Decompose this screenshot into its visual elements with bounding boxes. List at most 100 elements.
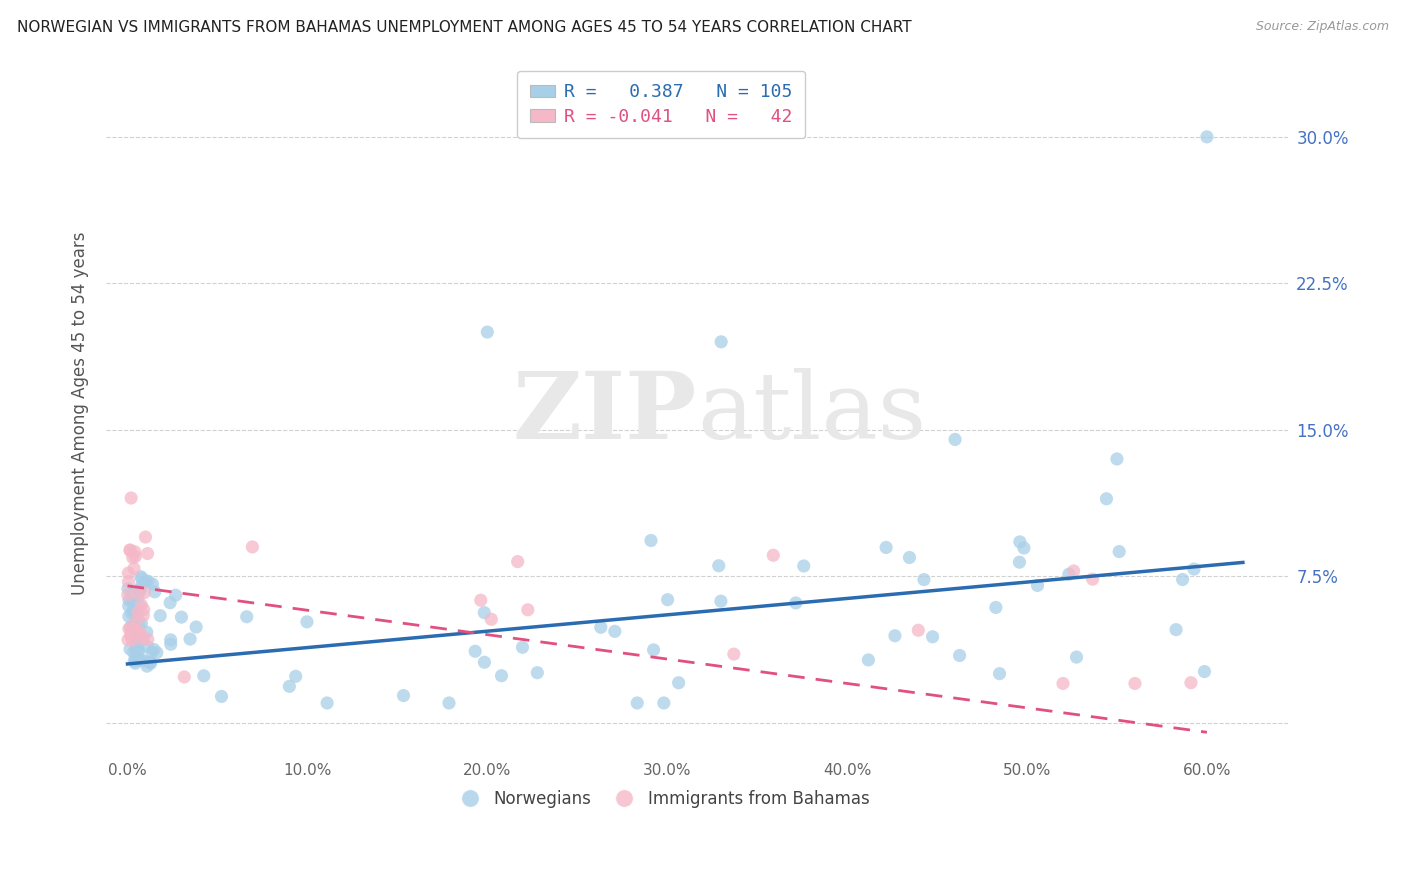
Point [124, 654, 146, 668]
Point [143, 584, 166, 599]
Point [125, 586, 148, 600]
Point [121, 633, 143, 648]
Point [132, 632, 155, 647]
Point [491, 669, 513, 683]
Point [136, 640, 159, 654]
Point [640, 533, 662, 548]
Point [474, 655, 496, 669]
Point [211, 690, 233, 704]
Point [858, 653, 880, 667]
Point [122, 622, 145, 636]
Legend: Norwegians, Immigrants from Bahamas: Norwegians, Immigrants from Bahamas [447, 783, 876, 814]
Point [129, 627, 152, 641]
Point [1063, 564, 1085, 578]
Point [1164, 623, 1187, 637]
Point [132, 608, 155, 623]
Point [477, 325, 499, 339]
Point [142, 642, 165, 657]
Point [129, 584, 152, 599]
Point [129, 580, 152, 594]
Point [127, 636, 149, 650]
Point [136, 547, 159, 561]
Point [127, 653, 149, 667]
Point [170, 610, 193, 624]
Point [124, 549, 146, 564]
Point [120, 642, 142, 657]
Point [135, 625, 157, 640]
Point [118, 622, 141, 636]
Point [136, 632, 159, 647]
Point [668, 675, 690, 690]
Point [125, 651, 148, 665]
Point [118, 542, 141, 557]
Point [652, 696, 675, 710]
Point [122, 645, 145, 659]
Point [506, 555, 529, 569]
Point [121, 593, 143, 607]
Point [179, 632, 201, 646]
Point [657, 592, 679, 607]
Point [392, 689, 415, 703]
Point [710, 334, 733, 349]
Point [124, 545, 146, 559]
Point [125, 586, 148, 600]
Point [516, 603, 538, 617]
Point [626, 696, 648, 710]
Point [132, 602, 155, 616]
Point [122, 561, 145, 575]
Point [1066, 650, 1088, 665]
Point [125, 624, 148, 639]
Point [128, 618, 150, 632]
Point [723, 647, 745, 661]
Point [122, 603, 145, 617]
Point [125, 637, 148, 651]
Point [912, 573, 935, 587]
Point [1105, 452, 1128, 467]
Point [1182, 562, 1205, 576]
Point [149, 608, 172, 623]
Point [1180, 675, 1202, 690]
Point [125, 611, 148, 625]
Point [117, 582, 139, 596]
Y-axis label: Unemployment Among Ages 45 to 54 years: Unemployment Among Ages 45 to 54 years [72, 231, 89, 595]
Point [1108, 544, 1130, 558]
Point [132, 654, 155, 668]
Point [120, 619, 142, 633]
Point [127, 605, 149, 619]
Point [125, 642, 148, 657]
Point [129, 652, 152, 666]
Point [120, 628, 142, 642]
Point [242, 540, 264, 554]
Point [131, 598, 153, 612]
Point [131, 616, 153, 631]
Point [1052, 676, 1074, 690]
Point [472, 606, 495, 620]
Point [762, 548, 785, 562]
Point [479, 612, 502, 626]
Point [122, 586, 145, 600]
Point [710, 594, 733, 608]
Point [139, 655, 162, 669]
Point [512, 640, 534, 655]
Point [643, 643, 665, 657]
Point [284, 669, 307, 683]
Point [173, 670, 195, 684]
Point [159, 596, 181, 610]
Point [134, 530, 156, 544]
Point [437, 696, 460, 710]
Point [1123, 676, 1146, 690]
Point [120, 628, 142, 642]
Point [121, 607, 143, 621]
Point [128, 582, 150, 597]
Point [146, 646, 169, 660]
Point [984, 600, 1007, 615]
Point [134, 585, 156, 599]
Point [118, 609, 141, 624]
Point [139, 657, 162, 671]
Text: atlas: atlas [697, 368, 927, 458]
Point [128, 599, 150, 613]
Point [1171, 573, 1194, 587]
Point [135, 574, 157, 589]
Point [988, 666, 1011, 681]
Point [785, 596, 807, 610]
